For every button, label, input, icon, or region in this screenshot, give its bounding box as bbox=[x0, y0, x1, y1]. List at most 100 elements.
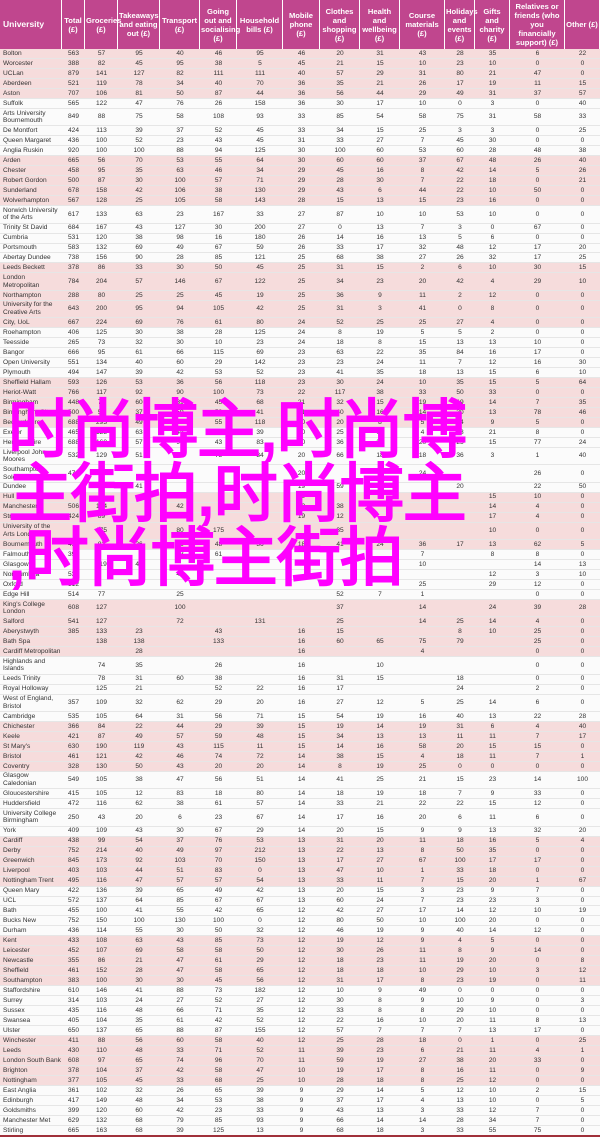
amount-cell: 0 bbox=[237, 866, 283, 877]
amount-cell: 18 bbox=[320, 789, 360, 800]
amount-cell bbox=[62, 647, 85, 658]
table-row: Liverpool 403 103 44 51 83 0 13 47 10 1 33 18 0 0 bbox=[0, 866, 600, 877]
amount-cell: 17 bbox=[475, 856, 510, 867]
table-row: City, UoL 667 224 69 76 61 80 24 52 25 25 27 4 0 0 bbox=[0, 318, 600, 329]
table-row: Leeds Trinity 78 31 60 38 16 31 15 18 0 0 bbox=[0, 674, 600, 685]
amount-cell: 0 bbox=[565, 318, 600, 329]
amount-cell: 19 bbox=[400, 398, 445, 409]
amount-cell: 58 bbox=[400, 741, 445, 752]
amount-cell: 17 bbox=[400, 906, 445, 917]
amount-cell: 60 bbox=[445, 146, 475, 157]
university-name: UCL bbox=[0, 896, 62, 907]
amount-cell: 39 bbox=[160, 1126, 200, 1137]
amount-cell: 214 bbox=[85, 846, 118, 857]
amount-cell: 7 bbox=[445, 358, 475, 369]
amount-cell: 39 bbox=[237, 1086, 283, 1097]
amount-cell: 16 bbox=[360, 233, 400, 244]
amount-cell: 16 bbox=[283, 684, 320, 695]
amount-cell: 44 bbox=[118, 560, 160, 570]
amount-cell: 45 bbox=[237, 263, 283, 274]
amount-cell: 20 bbox=[283, 465, 320, 483]
amount-cell: 35 bbox=[118, 657, 160, 675]
amount-cell: 16 bbox=[360, 1016, 400, 1027]
amount-cell: 52 bbox=[320, 589, 360, 600]
amount-cell: 25 bbox=[445, 438, 475, 448]
amount-cell: 56 bbox=[200, 711, 237, 722]
amount-cell: 13 bbox=[283, 896, 320, 907]
university-name: Highlands and Islands bbox=[0, 657, 62, 675]
amount-cell: 15 bbox=[400, 196, 445, 207]
amount-cell: 12 bbox=[475, 570, 510, 580]
amount-cell: 45 bbox=[445, 136, 475, 147]
amount-cell: 23 bbox=[445, 196, 475, 207]
amount-cell: 76 bbox=[200, 836, 237, 847]
amount-cell: 24 bbox=[283, 338, 320, 349]
amount-cell: 43 bbox=[85, 809, 118, 827]
amount-cell: 8 bbox=[475, 550, 510, 561]
amount-cell: 14 bbox=[400, 408, 445, 419]
amount-cell: 125 bbox=[200, 1126, 237, 1137]
amount-cell: 11 bbox=[400, 358, 445, 369]
university-name: Bath bbox=[0, 906, 62, 917]
table-row: Winchester 411 88 56 60 58 40 12 25 28 18 0 1 0 25 bbox=[0, 1036, 600, 1047]
amount-cell bbox=[85, 482, 118, 493]
amount-cell: 131 bbox=[237, 617, 283, 628]
amount-cell: 41 bbox=[118, 482, 160, 493]
amount-cell bbox=[160, 560, 200, 570]
amount-cell: 22 bbox=[445, 176, 475, 187]
amount-cell: 13 bbox=[400, 233, 445, 244]
amount-cell: 30 bbox=[475, 136, 510, 147]
amount-cell: 58 bbox=[200, 196, 237, 207]
amount-cell: 143 bbox=[237, 196, 283, 207]
amount-cell bbox=[360, 482, 400, 493]
amount-cell: 75 bbox=[445, 108, 475, 127]
amount-cell: 14 bbox=[320, 741, 360, 752]
university-name: Hull bbox=[0, 492, 62, 503]
amount-cell: 63 bbox=[160, 166, 200, 177]
amount-cell: 15 bbox=[320, 196, 360, 207]
amount-cell: 111 bbox=[237, 68, 283, 79]
amount-cell: 100 bbox=[445, 856, 475, 867]
amount-cell: 59 bbox=[237, 243, 283, 254]
amount-cell: 37 bbox=[320, 599, 360, 618]
amount-cell: 43 bbox=[118, 223, 160, 234]
amount-cell: 541 bbox=[62, 617, 85, 628]
amount-cell: 39 bbox=[237, 428, 283, 438]
amount-cell: 7 bbox=[400, 896, 445, 907]
amount-cell bbox=[160, 627, 200, 638]
table-row: London South Bank 608 97 65 74 96 70 11 59 19 27 38… bbox=[0, 1056, 600, 1067]
amount-cell: 0 bbox=[510, 956, 565, 967]
amount-cell: 30 bbox=[320, 946, 360, 957]
amount-cell: 849 bbox=[62, 108, 85, 127]
amount-cell: 30 bbox=[510, 263, 565, 274]
table-row: London Metropolitan 784 204 57 146 67 122 25 34 2… bbox=[0, 273, 600, 291]
amount-cell: 29 bbox=[237, 826, 283, 837]
university-name: Chichester bbox=[0, 721, 62, 732]
amount-cell: 0 bbox=[565, 428, 600, 438]
amount-cell: 59 bbox=[320, 1056, 360, 1067]
amount-cell: 43 bbox=[320, 186, 360, 197]
amount-cell: 48 bbox=[475, 156, 510, 167]
amount-cell: 12 bbox=[283, 906, 320, 917]
amount-cell: 572 bbox=[62, 896, 85, 907]
amount-cell: 48 bbox=[118, 1046, 160, 1057]
amount-cell: 100 bbox=[445, 916, 475, 927]
amount-cell: 0 bbox=[565, 1076, 600, 1087]
amount-cell: 33 bbox=[320, 136, 360, 147]
amount-cell bbox=[160, 684, 200, 695]
university-name: Bristol bbox=[0, 751, 62, 762]
amount-cell: 60 bbox=[160, 674, 200, 685]
amount-cell: 55 bbox=[200, 418, 237, 429]
amount-cell: 54 bbox=[118, 836, 160, 847]
amount-cell: 33 bbox=[320, 243, 360, 254]
amount-cell bbox=[445, 579, 475, 590]
amount-cell: 2 bbox=[400, 263, 445, 274]
amount-cell: 57 bbox=[200, 176, 237, 187]
amount-cell: 22 bbox=[320, 1016, 360, 1027]
amount-cell: 24 bbox=[283, 318, 320, 329]
amount-cell: 14 bbox=[475, 166, 510, 177]
amount-cell: 13 bbox=[475, 338, 510, 349]
amount-cell: 98 bbox=[160, 233, 200, 244]
amount-cell: 86 bbox=[85, 263, 118, 274]
amount-cell: 531 bbox=[62, 233, 85, 244]
